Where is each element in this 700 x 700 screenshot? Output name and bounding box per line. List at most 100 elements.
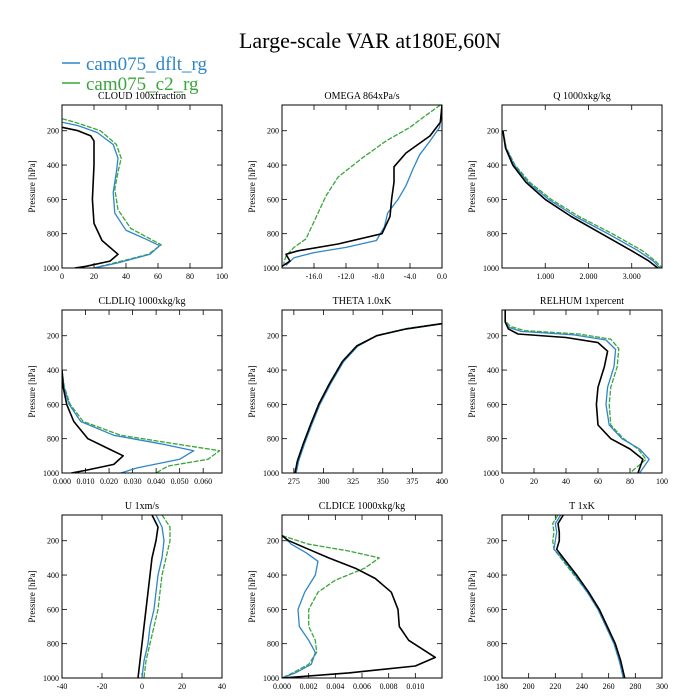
y-tick-label: 1000	[43, 469, 59, 478]
series-line-ref	[282, 534, 437, 678]
y-tick-label: 400	[267, 571, 279, 580]
y-tick-label: 200	[47, 332, 59, 341]
x-tick-label: 260	[603, 682, 615, 691]
x-tick-label: 40	[122, 272, 130, 281]
x-tick-label: -12.0	[338, 272, 355, 281]
y-tick-label: 200	[487, 127, 499, 136]
panel-2: Q 1000xkg/kg 200 400 600 800 1000 1.000 2.000 3.…	[467, 91, 663, 281]
legend-label-dflt: cam075_dflt_rg	[86, 54, 208, 75]
y-tick-label: 200	[267, 332, 279, 341]
y-tick-label: 600	[267, 195, 279, 204]
x-tick-label: 0.060	[194, 477, 212, 486]
x-tick-label: 0	[500, 477, 504, 486]
y-tick-label: 400	[487, 571, 499, 580]
y-tick-label: 200	[267, 127, 279, 136]
x-tick-label: 0.0	[437, 272, 447, 281]
x-tick-label: 2.000	[579, 272, 597, 281]
x-tick-label: 0.004	[326, 682, 344, 691]
x-tick-label: 325	[347, 477, 359, 486]
y-tick-label: 1000	[43, 264, 59, 273]
series-line-dflt	[141, 515, 165, 678]
x-tick-label: 280	[629, 682, 641, 691]
plot-frame	[501, 104, 663, 269]
x-tick-label: 350	[377, 477, 389, 486]
y-tick-label: 600	[47, 605, 59, 614]
y-tick-label: 1000	[43, 674, 59, 683]
series-line-c2	[504, 310, 647, 473]
y-tick-label: 800	[267, 230, 279, 239]
legend-label-c2: cam075_c2_rg	[86, 74, 199, 95]
series-line-c2	[143, 515, 171, 678]
series-line-c2	[62, 118, 162, 268]
y-tick-label: 400	[267, 366, 279, 375]
y-tick-label: 800	[47, 435, 59, 444]
plot-frame	[61, 309, 223, 474]
x-tick-label: 0.002	[300, 682, 318, 691]
series-line-dflt	[504, 310, 650, 473]
series-line-c2	[282, 105, 441, 264]
x-tick-label: 0.006	[353, 682, 371, 691]
series-line-c2	[62, 370, 221, 473]
x-tick-label: 180	[496, 682, 508, 691]
x-tick-label: 400	[436, 477, 448, 486]
y-tick-label: 600	[47, 195, 59, 204]
y-tick-label: 800	[267, 640, 279, 649]
x-tick-label: 60	[594, 477, 602, 486]
x-tick-label: 0.050	[171, 477, 189, 486]
panel-title: T 1xK	[569, 501, 595, 512]
x-tick-label: 0.010	[77, 477, 95, 486]
panel-title: THETA 1.0xK	[333, 296, 392, 307]
legend: cam075_dflt_rg cam075_c2_rg	[62, 54, 208, 95]
figure-title: Large-scale VAR at180E,60N	[239, 28, 501, 53]
x-tick-label: 375	[406, 477, 418, 486]
x-tick-label: 0.030	[124, 477, 142, 486]
x-tick-label: 0.020	[100, 477, 118, 486]
x-tick-label: 20	[530, 477, 538, 486]
x-tick-label: 220	[549, 682, 561, 691]
plot-frame	[501, 514, 663, 679]
x-tick-label: 300	[317, 477, 329, 486]
x-tick-label: 80	[626, 477, 634, 486]
x-tick-label: 0.000	[273, 682, 291, 691]
x-tick-label: -40	[57, 682, 68, 691]
x-tick-label: 300	[656, 682, 668, 691]
panel-title: U 1xm/s	[125, 501, 159, 512]
plot-frame	[281, 309, 443, 474]
panel-4: THETA 1.0xK 200 400 600 800 1000 275 300 325 350 3…	[247, 296, 448, 486]
series-line-ref	[137, 515, 159, 678]
y-tick-label: 400	[47, 161, 59, 170]
plot-frame	[501, 309, 663, 474]
series-line-dflt	[62, 370, 195, 473]
y-axis-label: Pressure [hPa]	[27, 365, 37, 417]
x-tick-label: 80	[186, 272, 194, 281]
y-tick-label: 200	[267, 537, 279, 546]
y-tick-label: 800	[47, 230, 59, 239]
series-line-ref	[502, 130, 659, 268]
y-tick-label: 600	[267, 605, 279, 614]
x-tick-label: 3.000	[623, 272, 641, 281]
x-tick-label: 60	[154, 272, 162, 281]
y-axis-label: Pressure [hPa]	[27, 160, 37, 212]
series-line-dflt	[553, 515, 624, 678]
panel-title: OMEGA 864xPa/s	[324, 91, 399, 102]
y-axis-label: Pressure [hPa]	[247, 160, 257, 212]
x-tick-label: 20	[178, 682, 186, 691]
x-tick-label: 0.040	[147, 477, 165, 486]
y-tick-label: 1000	[483, 674, 499, 683]
panel-title: CLDICE 1000xkg/kg	[319, 501, 405, 512]
x-tick-label: 20	[90, 272, 98, 281]
y-tick-label: 400	[487, 366, 499, 375]
y-tick-label: 200	[487, 537, 499, 546]
y-tick-label: 600	[487, 400, 499, 409]
x-tick-label: 0	[140, 682, 144, 691]
series-line-c2	[282, 534, 380, 678]
x-tick-label: 200	[523, 682, 535, 691]
x-tick-label: -4.0	[404, 272, 417, 281]
y-tick-label: 800	[487, 640, 499, 649]
